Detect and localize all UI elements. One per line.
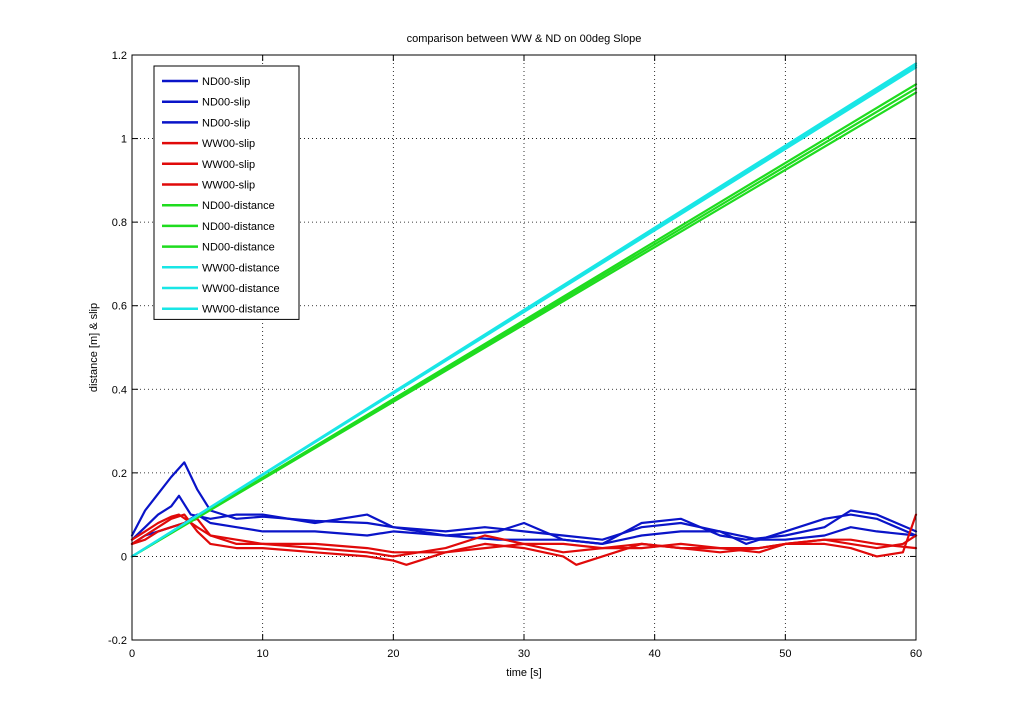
x-tick-label: 40 <box>649 648 661 660</box>
legend-label: ND00-slip <box>202 117 250 129</box>
legend-box <box>153 65 300 320</box>
legend-label: WW00-distance <box>202 262 280 274</box>
legend-label: WW00-distance <box>202 304 280 316</box>
y-tick-label: 1.2 <box>112 50 127 62</box>
legend-label: WW00-slip <box>202 159 255 171</box>
y-tick-label: 0.6 <box>112 301 127 313</box>
y-tick-label: 1 <box>121 134 127 146</box>
y-tick-label: 0.2 <box>112 468 127 480</box>
y-axis-label: distance [m] & slip <box>88 303 100 392</box>
y-tick-label: 0.4 <box>112 384 127 396</box>
series-layer <box>130 62 918 566</box>
legend-label: ND00-distance <box>202 242 275 254</box>
legend-label: ND00-distance <box>202 221 275 233</box>
x-tick-label: 10 <box>257 648 269 660</box>
chart-title: comparison between WW & ND on 00deg Slop… <box>407 33 642 45</box>
legend-label: WW00-slip <box>202 138 255 150</box>
series-line-ww00-distance-3 <box>130 62 918 558</box>
grid <box>132 55 916 640</box>
legend-label: ND00-distance <box>202 200 275 212</box>
x-axis-label: time [s] <box>506 667 541 679</box>
legend-label: WW00-slip <box>202 180 255 192</box>
x-tick-label: 60 <box>910 648 922 660</box>
series-line-nd00-distance-3 <box>130 87 918 558</box>
ticks: 0 10 20 30 40 50 60-0.200.20.40.60.811.2 <box>108 50 922 660</box>
x-tick-label: 50 <box>779 648 791 660</box>
legend-label: WW00-distance <box>202 283 280 295</box>
series-line-nd00-slip-1 <box>130 461 918 546</box>
y-tick-label: 0 <box>121 551 127 563</box>
x-tick-label: 20 <box>387 648 399 660</box>
series-line-nd00-slip-2 <box>130 494 918 546</box>
y-tick-label: -0.2 <box>108 635 127 647</box>
legend-label: ND00-slip <box>202 76 250 88</box>
legend: ND00-slip ND00-slip ND00-slip WW00-slip WW00… <box>153 65 300 320</box>
x-tick-label: 0 <box>129 648 135 660</box>
series-line-ww00-slip-1 <box>130 513 918 566</box>
y-tick-label: 0.8 <box>112 217 127 229</box>
legend-label: ND00-slip <box>202 97 250 109</box>
x-tick-label: 30 <box>518 648 530 660</box>
